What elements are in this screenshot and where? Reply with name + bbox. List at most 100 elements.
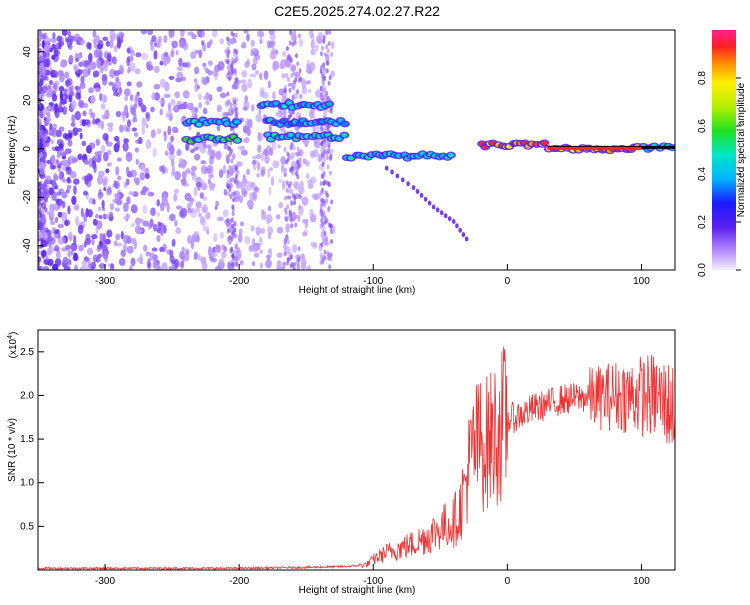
noise-cell <box>228 76 232 82</box>
noise-cell <box>259 36 263 44</box>
noise-cell <box>141 117 146 127</box>
noise-cell <box>259 72 263 81</box>
noise-cell <box>101 93 107 104</box>
noise-cell <box>173 193 178 202</box>
noise-cell <box>268 123 272 134</box>
noise-cell <box>231 253 235 259</box>
noise-cell <box>322 38 326 44</box>
noise-cell <box>47 229 52 237</box>
noise-cell <box>168 265 173 270</box>
noise-cell <box>223 143 229 150</box>
noise-cell <box>71 114 75 124</box>
noise-cell <box>55 250 61 260</box>
noise-cell <box>42 188 49 197</box>
noise-cell <box>133 132 139 138</box>
noise-cell <box>153 50 158 60</box>
noise-cell <box>56 191 62 196</box>
tail-cell <box>400 177 405 183</box>
noise-cell <box>159 246 165 253</box>
noise-cell <box>70 242 78 252</box>
noise-cell <box>56 35 63 42</box>
noise-cell <box>298 186 305 195</box>
noise-cell <box>77 153 83 161</box>
noise-cell <box>100 144 106 154</box>
noise-cell <box>212 69 219 77</box>
noise-cell <box>123 215 129 220</box>
noise-cell <box>313 139 321 149</box>
noise-cell <box>38 161 43 167</box>
noise-cell <box>69 171 77 179</box>
noise-cell <box>322 238 326 244</box>
noise-cell <box>321 45 325 51</box>
colorbar-tick-label: 0.8 <box>697 71 708 85</box>
noise-cell <box>231 211 235 217</box>
noise-cell <box>215 150 222 161</box>
noise-cell <box>141 105 147 113</box>
noise-cell <box>164 150 169 157</box>
noise-cell <box>323 52 327 58</box>
noise-cell <box>120 230 124 240</box>
snr-frame <box>37 329 676 571</box>
noise-cell <box>63 88 68 95</box>
noise-cell <box>171 238 176 247</box>
noise-cell <box>147 258 151 268</box>
noise-cell <box>290 152 295 160</box>
noise-cell <box>270 176 275 186</box>
noise-cell <box>136 81 143 88</box>
noise-cell <box>50 37 57 44</box>
noise-cell <box>319 223 323 229</box>
noise-cell <box>279 63 284 70</box>
noise-cell <box>317 37 323 45</box>
noise-cell <box>67 129 73 140</box>
noise-cell <box>135 228 143 234</box>
noise-cell <box>53 232 58 239</box>
noise-cell <box>285 46 289 52</box>
noise-cell <box>187 197 195 203</box>
noise-cell <box>38 30 42 38</box>
noise-cell <box>176 66 184 71</box>
noise-cell <box>50 155 56 166</box>
noise-cell <box>51 43 56 50</box>
noise-cell <box>276 252 283 259</box>
noise-cell <box>38 265 42 270</box>
noise-cell <box>41 202 47 210</box>
noise-cell <box>76 128 83 133</box>
noise-cell <box>198 102 203 109</box>
noise-cell <box>187 102 194 111</box>
noise-cell <box>289 199 293 205</box>
noise-cell <box>222 164 227 174</box>
noise-cell <box>66 189 70 194</box>
noise-cell <box>290 223 294 229</box>
noise-cell <box>272 60 280 70</box>
noise-cell <box>147 190 151 197</box>
noise-cell <box>168 30 175 38</box>
noise-cell <box>280 155 286 165</box>
y-tick-label: 20 <box>22 94 33 106</box>
noise-cell <box>143 244 148 252</box>
noise-cell <box>260 209 265 215</box>
noise-cell <box>66 39 72 49</box>
noise-cell <box>101 245 109 252</box>
noise-cell <box>50 73 56 78</box>
noise-cell <box>61 191 68 199</box>
noise-cell <box>291 193 295 199</box>
noise-cell <box>103 62 108 72</box>
noise-cell <box>97 194 103 200</box>
noise-cell <box>128 191 135 196</box>
noise-cell <box>38 152 44 158</box>
noise-cell <box>38 42 42 48</box>
noise-cell <box>62 132 68 139</box>
noise-cell <box>325 68 329 74</box>
noise-cell <box>62 106 68 115</box>
noise-cell <box>67 258 72 266</box>
noise-cell <box>306 80 312 85</box>
signal-cell <box>326 101 333 107</box>
noise-cell <box>51 54 56 60</box>
colorbar-tick-label: 0.4 <box>697 167 708 181</box>
noise-cell <box>299 93 303 99</box>
noise-cell <box>298 38 304 48</box>
noise-cell <box>174 170 181 181</box>
noise-cell <box>193 153 201 161</box>
noise-cell <box>61 30 68 37</box>
noise-cell <box>229 194 233 200</box>
